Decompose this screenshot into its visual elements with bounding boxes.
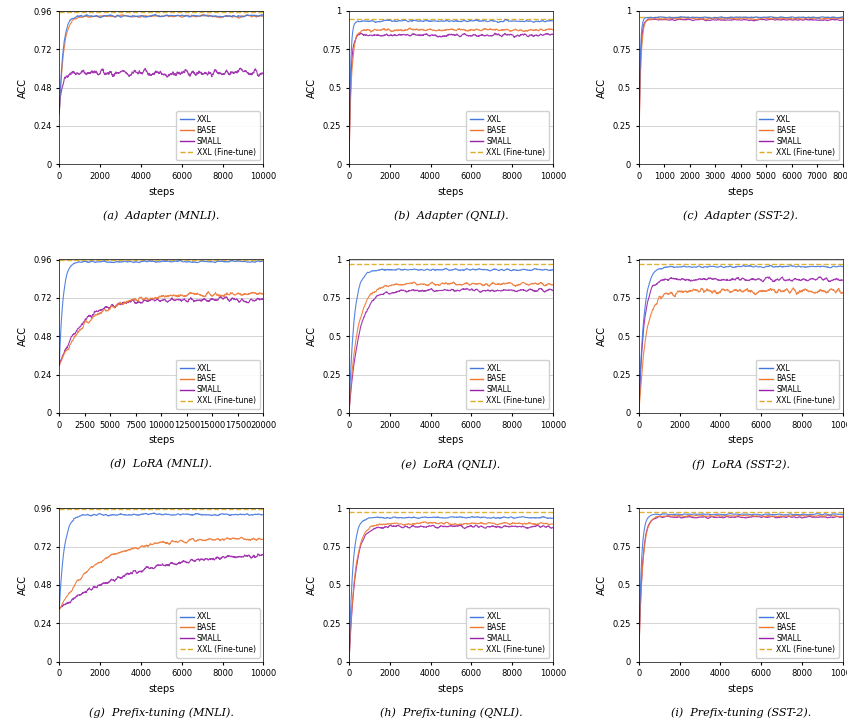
Legend: XXL, BASE, SMALL, XXL (Fine-tune): XXL, BASE, SMALL, XXL (Fine-tune)	[176, 608, 259, 658]
Legend: XXL, BASE, SMALL, XXL (Fine-tune): XXL, BASE, SMALL, XXL (Fine-tune)	[176, 111, 259, 161]
X-axis label: steps: steps	[148, 684, 174, 694]
Y-axis label: ACC: ACC	[18, 77, 28, 98]
X-axis label: steps: steps	[728, 187, 754, 197]
Legend: XXL, BASE, SMALL, XXL (Fine-tune): XXL, BASE, SMALL, XXL (Fine-tune)	[466, 360, 549, 409]
Y-axis label: ACC: ACC	[597, 326, 607, 346]
X-axis label: steps: steps	[438, 684, 464, 694]
Text: (f)  LoRA (SST-2).: (f) LoRA (SST-2).	[692, 459, 789, 469]
Legend: XXL, BASE, SMALL, XXL (Fine-tune): XXL, BASE, SMALL, XXL (Fine-tune)	[466, 608, 549, 658]
Y-axis label: ACC: ACC	[18, 575, 28, 595]
X-axis label: steps: steps	[148, 187, 174, 197]
X-axis label: steps: steps	[728, 435, 754, 445]
Text: (g)  Prefix-tuning (MNLI).: (g) Prefix-tuning (MNLI).	[89, 708, 234, 718]
Y-axis label: ACC: ACC	[18, 326, 28, 346]
Text: (h)  Prefix-tuning (QNLI).: (h) Prefix-tuning (QNLI).	[379, 708, 523, 718]
X-axis label: steps: steps	[728, 684, 754, 694]
X-axis label: steps: steps	[438, 187, 464, 197]
Legend: XXL, BASE, SMALL, XXL (Fine-tune): XXL, BASE, SMALL, XXL (Fine-tune)	[756, 360, 839, 409]
Y-axis label: ACC: ACC	[597, 575, 607, 595]
Y-axis label: ACC: ACC	[307, 575, 318, 595]
Text: (d)  LoRA (MNLI).: (d) LoRA (MNLI).	[110, 459, 213, 469]
Text: (e)  LoRA (QNLI).: (e) LoRA (QNLI).	[401, 459, 501, 470]
Text: (a)  Adapter (MNLI).: (a) Adapter (MNLI).	[103, 210, 219, 221]
Legend: XXL, BASE, SMALL, XXL (Fine-tune): XXL, BASE, SMALL, XXL (Fine-tune)	[756, 111, 839, 161]
Legend: XXL, BASE, SMALL, XXL (Fine-tune): XXL, BASE, SMALL, XXL (Fine-tune)	[466, 111, 549, 161]
Legend: XXL, BASE, SMALL, XXL (Fine-tune): XXL, BASE, SMALL, XXL (Fine-tune)	[176, 360, 259, 409]
X-axis label: steps: steps	[148, 435, 174, 445]
Legend: XXL, BASE, SMALL, XXL (Fine-tune): XXL, BASE, SMALL, XXL (Fine-tune)	[756, 608, 839, 658]
Text: (b)  Adapter (QNLI).: (b) Adapter (QNLI).	[394, 210, 508, 221]
Text: (i)  Prefix-tuning (SST-2).: (i) Prefix-tuning (SST-2).	[671, 708, 811, 718]
Text: (c)  Adapter (SST-2).: (c) Adapter (SST-2).	[684, 210, 798, 221]
Y-axis label: ACC: ACC	[597, 77, 607, 98]
Y-axis label: ACC: ACC	[307, 77, 318, 98]
Y-axis label: ACC: ACC	[307, 326, 318, 346]
X-axis label: steps: steps	[438, 435, 464, 445]
